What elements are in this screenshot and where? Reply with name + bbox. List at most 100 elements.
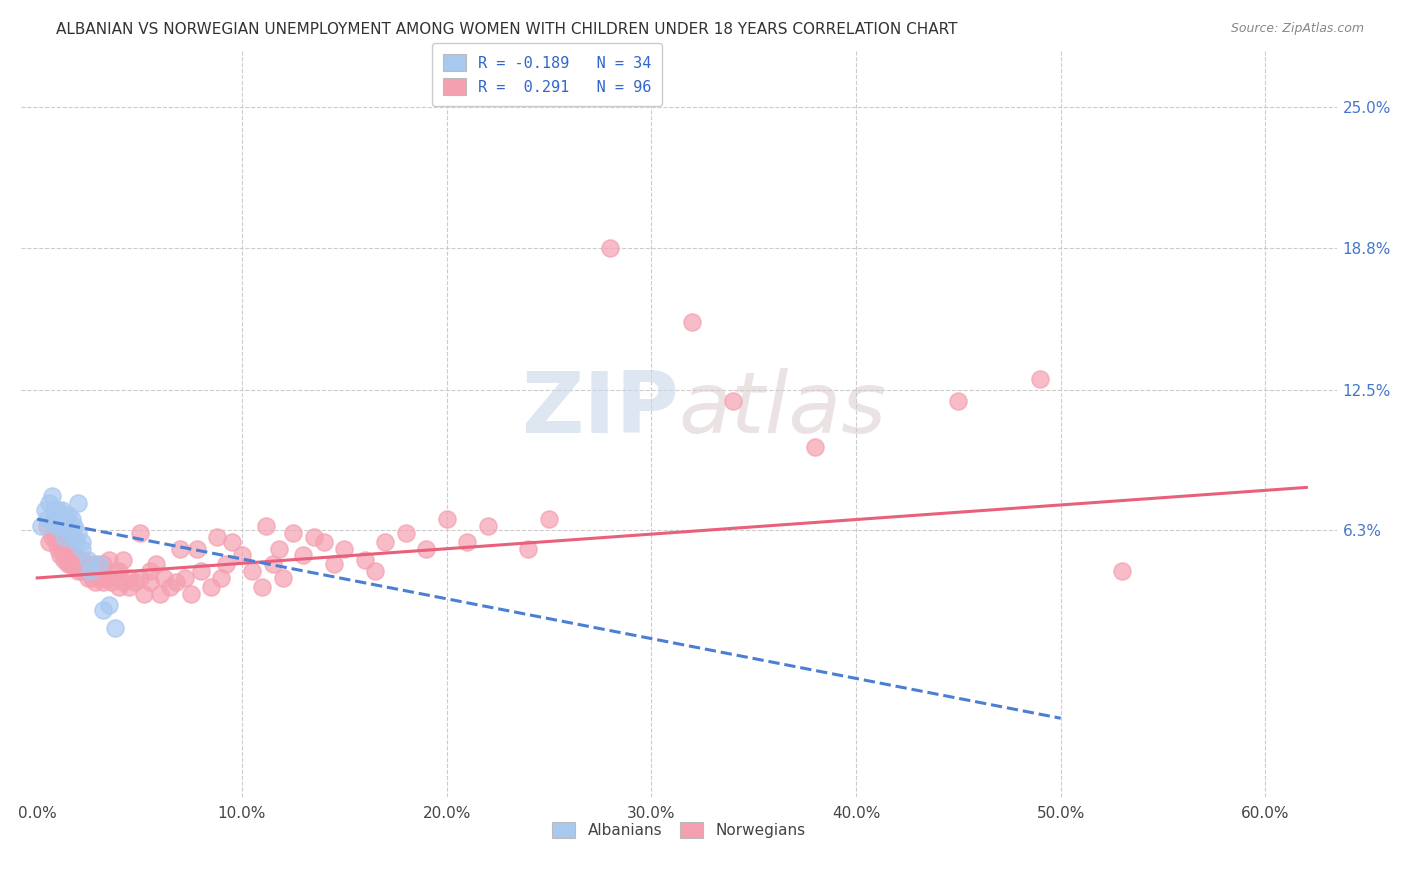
- Point: [200, 580, 222, 594]
- Point: [51, 541, 73, 556]
- Point: [52, 553, 75, 567]
- Point: [323, 558, 346, 572]
- Point: [70, 564, 93, 578]
- Point: [70, 541, 93, 556]
- Point: [139, 564, 162, 578]
- Point: [48, 508, 70, 522]
- Point: [256, 519, 278, 533]
- Legend: Albanians, Norwegians: Albanians, Norwegians: [544, 814, 813, 846]
- Point: [517, 541, 540, 556]
- Point: [128, 571, 150, 585]
- Point: [333, 541, 356, 556]
- Point: [30, 519, 52, 533]
- Point: [145, 558, 167, 572]
- Point: [252, 580, 274, 594]
- Point: [87, 564, 110, 578]
- Point: [73, 558, 96, 572]
- Point: [186, 541, 208, 556]
- Point: [65, 558, 87, 572]
- Point: [59, 525, 82, 540]
- Point: [804, 440, 827, 454]
- Point: [97, 598, 120, 612]
- Point: [231, 549, 253, 563]
- Point: [79, 564, 101, 578]
- Text: atlas: atlas: [679, 368, 887, 450]
- Point: [56, 508, 79, 522]
- Point: [415, 541, 437, 556]
- Point: [41, 530, 63, 544]
- Point: [281, 525, 304, 540]
- Point: [104, 564, 127, 578]
- Point: [56, 558, 79, 572]
- Point: [63, 530, 86, 544]
- Point: [599, 241, 621, 255]
- Point: [271, 571, 294, 585]
- Point: [63, 519, 86, 533]
- Point: [67, 525, 90, 540]
- Point: [100, 575, 122, 590]
- Point: [79, 564, 101, 578]
- Point: [104, 621, 127, 635]
- Point: [353, 553, 375, 567]
- Point: [60, 512, 83, 526]
- Point: [180, 587, 202, 601]
- Point: [65, 534, 87, 549]
- Point: [240, 564, 263, 578]
- Point: [55, 549, 77, 563]
- Point: [128, 525, 150, 540]
- Point: [46, 541, 69, 556]
- Point: [209, 571, 232, 585]
- Point: [42, 512, 65, 526]
- Point: [477, 519, 499, 533]
- Point: [69, 558, 91, 572]
- Point: [60, 553, 83, 567]
- Point: [436, 512, 458, 526]
- Point: [93, 571, 115, 585]
- Point: [267, 541, 290, 556]
- Point: [67, 496, 90, 510]
- Point: [112, 575, 135, 590]
- Point: [34, 503, 56, 517]
- Point: [108, 564, 131, 578]
- Point: [1029, 372, 1052, 386]
- Text: ALBANIAN VS NORWEGIAN UNEMPLOYMENT AMONG WOMEN WITH CHILDREN UNDER 18 YEARS CORR: ALBANIAN VS NORWEGIAN UNEMPLOYMENT AMONG…: [56, 22, 957, 37]
- Point: [91, 558, 114, 572]
- Point: [51, 512, 73, 526]
- Point: [1111, 564, 1133, 578]
- Point: [97, 553, 120, 567]
- Point: [173, 571, 195, 585]
- Point: [221, 534, 243, 549]
- Point: [45, 534, 67, 549]
- Point: [67, 553, 90, 567]
- Point: [112, 553, 135, 567]
- Point: [59, 549, 82, 563]
- Point: [91, 575, 114, 590]
- Point: [108, 580, 131, 594]
- Point: [42, 525, 65, 540]
- Point: [37, 519, 59, 533]
- Point: [91, 602, 114, 616]
- Point: [537, 512, 560, 526]
- Point: [207, 530, 229, 544]
- Point: [77, 571, 100, 585]
- Point: [83, 575, 105, 590]
- Point: [97, 571, 120, 585]
- Point: [149, 587, 172, 601]
- Point: [153, 571, 176, 585]
- Point: [63, 558, 86, 572]
- Point: [118, 580, 141, 594]
- Point: [56, 519, 79, 533]
- Point: [721, 394, 744, 409]
- Point: [70, 553, 93, 567]
- Point: [87, 558, 110, 572]
- Point: [77, 558, 100, 572]
- Point: [51, 503, 73, 517]
- Point: [38, 496, 60, 510]
- Point: [38, 534, 60, 549]
- Point: [41, 490, 63, 504]
- Point: [46, 503, 69, 517]
- Point: [124, 575, 146, 590]
- Point: [169, 541, 191, 556]
- Point: [87, 571, 110, 585]
- Text: Source: ZipAtlas.com: Source: ZipAtlas.com: [1230, 22, 1364, 36]
